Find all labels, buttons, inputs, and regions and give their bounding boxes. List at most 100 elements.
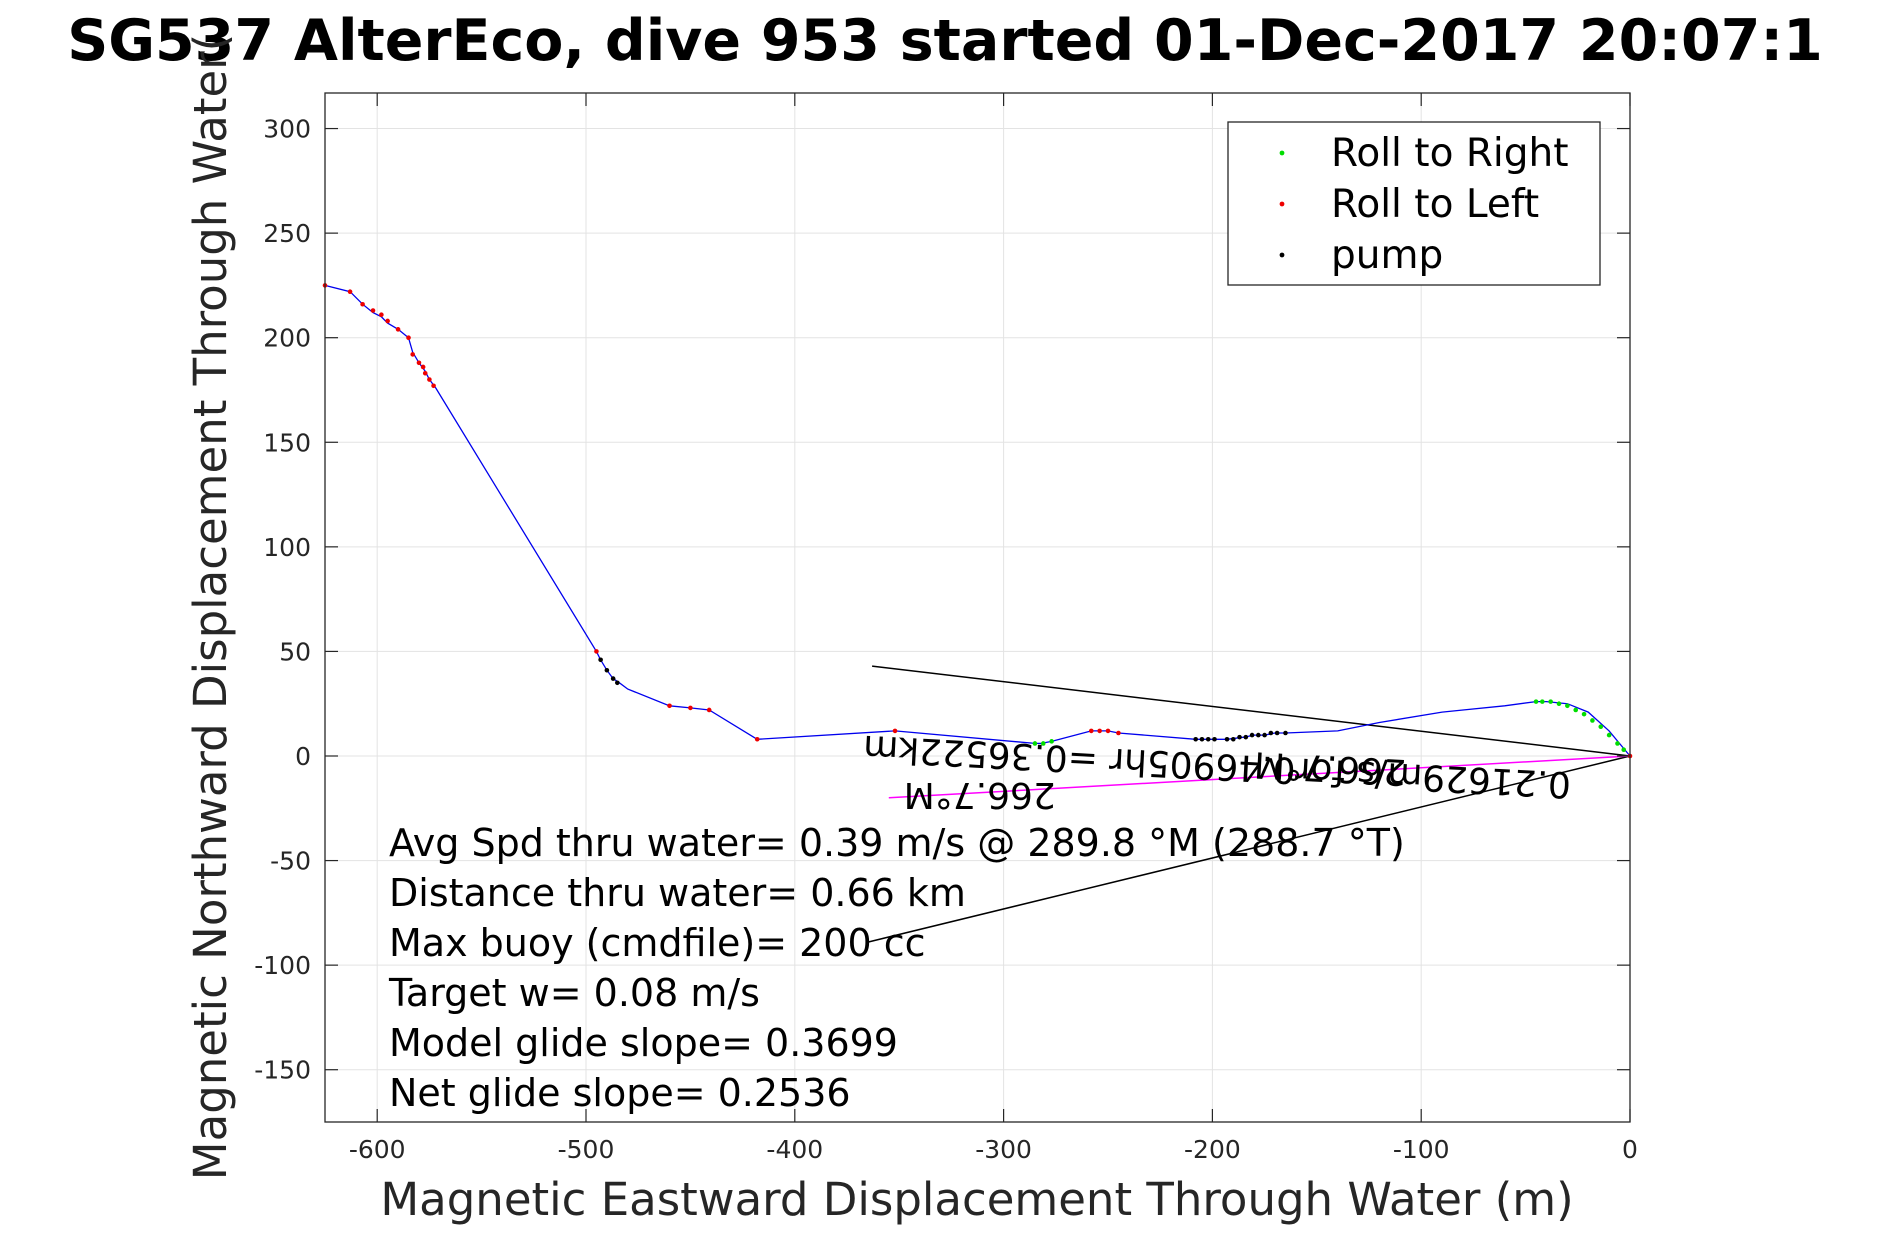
roll-to-right-point: [1606, 732, 1612, 738]
roll-to-left-point: [347, 289, 353, 294]
roll-to-left-point: [427, 377, 432, 382]
stats-line: Model glide slope= 0.3699: [389, 1021, 898, 1065]
roll-to-left-point: [594, 649, 599, 654]
stats-line: Max buoy (cmdfile)= 200 cc: [389, 921, 926, 965]
x-tick-label: -600: [349, 1135, 406, 1164]
roll-to-left-point: [667, 703, 672, 709]
y-tick-label: 150: [263, 428, 311, 457]
pump-point: [1283, 730, 1288, 736]
pump-point: [1193, 736, 1198, 742]
pump-point: [1237, 734, 1242, 740]
roll-to-left-point: [706, 707, 712, 713]
x-tick-label: -100: [1393, 1135, 1450, 1164]
roll-to-left-point: [416, 360, 422, 366]
roll-to-left-point: [688, 705, 693, 711]
roll-to-left-point: [754, 736, 760, 742]
roll-to-left-point: [422, 370, 428, 376]
legend-box: [1227, 121, 1601, 286]
roll-to-right-point: [1621, 747, 1627, 753]
legend-entries: Roll to Right Roll to Left pump: [1279, 131, 1569, 278]
x-axis-label: Magnetic Eastward Displacement Through W…: [380, 1173, 1573, 1226]
x-tick-label: -200: [1184, 1135, 1241, 1164]
legend-label: Roll to Right: [1331, 131, 1569, 176]
legend-label: pump: [1331, 233, 1443, 278]
pump-point: [1243, 734, 1249, 740]
roll-to-left-point: [410, 352, 415, 357]
stats-line: Net glide slope= 0.2536: [389, 1071, 851, 1115]
plot-frame: [324, 92, 1631, 1123]
pump-point: [1256, 732, 1261, 738]
y-axis-label: Magnetic Northward Displacement Through …: [184, 34, 237, 1180]
y-tick-label: 50: [279, 637, 311, 666]
y-tick-label: 200: [263, 324, 311, 353]
legend-marker-icon: [1279, 150, 1285, 156]
y-tick-label: 250: [263, 219, 311, 248]
pump-point: [1230, 736, 1236, 742]
legend-marker-icon: [1279, 201, 1285, 207]
pump-point: [1205, 736, 1211, 742]
markers: [322, 283, 1633, 759]
pump-point: [1212, 736, 1217, 742]
roll-to-right-point: [1565, 703, 1570, 709]
y-tick-label: 0: [295, 742, 311, 771]
roll-to-right-point: [1548, 699, 1553, 704]
heading-line: [888, 755, 1631, 799]
x-tick-label: -500: [558, 1135, 615, 1164]
pump-point: [1249, 732, 1255, 738]
stats-block: Avg Spd thru water= 0.39 m/s @ 289.8 °M …: [388, 821, 1405, 1115]
roll-to-left-point: [360, 301, 365, 307]
roll-to-right-point: [1598, 724, 1604, 730]
reference-lines: [867, 665, 1631, 943]
roll-to-right-point: [1581, 711, 1587, 717]
x-tick-label: 0: [1622, 1135, 1638, 1164]
roll-to-left-point: [1088, 728, 1094, 734]
roll-to-left-point: [370, 308, 376, 313]
x-tick-labels: -600 -500 -400 -300 -200 -100 0: [349, 1135, 1638, 1164]
roll-to-left-point: [1105, 728, 1111, 734]
roll-to-right-point: [1032, 741, 1038, 746]
roll-to-right-point: [1533, 699, 1539, 704]
legend-marker-icon: [1279, 252, 1285, 258]
y-tick-label: -100: [254, 951, 311, 980]
pump-point: [604, 667, 610, 673]
roll-to-right-point: [1049, 739, 1054, 744]
x-tick-label: -400: [766, 1135, 823, 1164]
roll-to-left-point: [1116, 730, 1121, 736]
y-tick-labels: 300 250 200 150 100 50 0 -50 -100 -150: [254, 115, 311, 1085]
x-tick-label: -300: [975, 1135, 1032, 1164]
y-tick-label: -50: [270, 847, 311, 876]
stats-line: Avg Spd thru water= 0.39 m/s @ 289.8 °M …: [389, 821, 1405, 865]
current-line: [867, 755, 1631, 943]
rotated-annotation: 266.7°M: [904, 774, 1056, 815]
y-tick-label: -150: [254, 1056, 311, 1085]
roll-to-left-point: [406, 335, 411, 341]
avg-speed-line: [872, 665, 1631, 757]
roll-to-left-point: [892, 728, 898, 734]
pump-point: [610, 676, 616, 681]
roll-to-left-point: [379, 312, 384, 317]
roll-to-left-point: [420, 364, 426, 370]
rotated-annotation: 266.7°M: [1253, 743, 1407, 792]
pump-point: [1262, 732, 1267, 738]
stats-line: Target w= 0.08 m/s: [388, 971, 760, 1015]
roll-to-right-point: [1573, 707, 1579, 713]
roll-to-right-point: [1040, 741, 1046, 746]
y-tick-label: 300: [263, 115, 311, 144]
pump-point: [1274, 730, 1280, 736]
pump-point: [615, 680, 620, 686]
roll-to-right-point: [1540, 699, 1545, 704]
stats-line: Distance thru water= 0.66 km: [389, 871, 966, 915]
roll-to-right-point: [1590, 718, 1595, 723]
ticks: [325, 93, 1631, 1122]
chart-title: SG537 AlterEco, dive 953 started 01-Dec-…: [67, 8, 1823, 74]
pump-point: [1268, 730, 1274, 736]
roll-to-left-point: [1097, 728, 1102, 734]
roll-to-left-point: [385, 318, 390, 324]
pump-point: [598, 657, 603, 663]
legend: Roll to Right Roll to Left pump: [1227, 121, 1601, 286]
roll-to-left-point: [395, 327, 401, 332]
y-tick-label: 100: [263, 533, 311, 562]
pump-point: [1224, 736, 1230, 742]
roll-to-right-point: [1556, 701, 1562, 707]
